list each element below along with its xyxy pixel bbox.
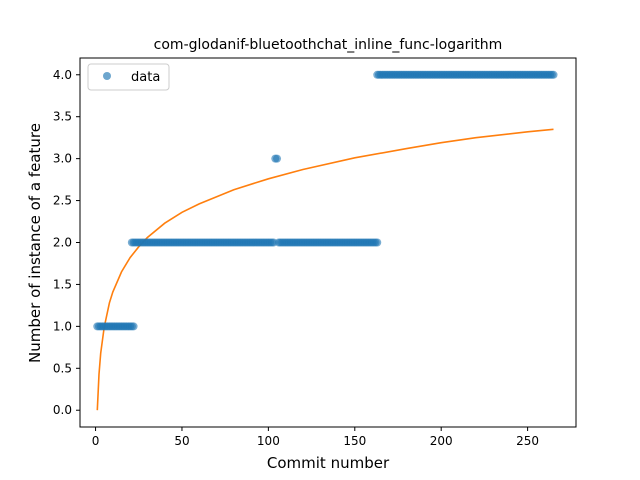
y-tick-label: 2.5 (53, 194, 72, 208)
y-tick-label: 0.0 (53, 403, 72, 417)
y-tick-label: 4.0 (53, 68, 72, 82)
x-tick-label: 100 (257, 434, 280, 448)
data-points-layer (93, 70, 558, 331)
legend-box (87, 63, 170, 91)
fit-line (96, 128, 554, 411)
data-point (549, 70, 558, 79)
y-axis-label: Number of instance of a feature (26, 123, 44, 363)
data-point (373, 238, 382, 247)
y-tick-label: 2.0 (53, 236, 72, 250)
data-point (129, 322, 138, 331)
x-tick-label: 200 (430, 434, 453, 448)
y-tick-label: 3.5 (53, 110, 72, 124)
data-point (273, 154, 282, 163)
x-tick-label: 250 (516, 434, 539, 448)
x-tick-label: 0 (92, 434, 100, 448)
y-tick-label: 1.5 (53, 277, 72, 291)
legend-marker-data (103, 72, 111, 80)
x-axis-label: Commit number (267, 454, 390, 472)
legend: data (87, 63, 170, 91)
y-axis: 0.0 0.5 1.0 1.5 2.0 2.5 3.0 3.5 4.0 (53, 68, 80, 417)
y-tick-label: 3.0 (53, 152, 72, 166)
chart-title: com-glodanif-bluetoothchat_inline_func-l… (154, 37, 503, 53)
x-tick-label: 150 (343, 434, 366, 448)
x-axis: 0 50 100 150 200 250 (92, 427, 539, 448)
fit-line-layer (96, 128, 554, 411)
y-tick-label: 1.0 (53, 319, 72, 333)
legend-label-data: data (131, 70, 160, 85)
y-tick-label: 0.5 (53, 361, 72, 375)
x-tick-label: 50 (174, 434, 189, 448)
